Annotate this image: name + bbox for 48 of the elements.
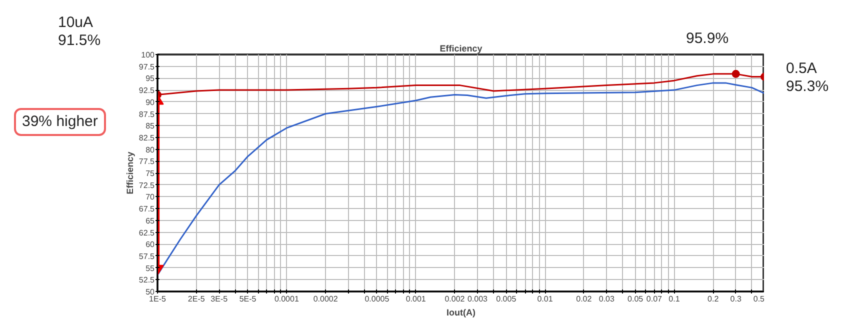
x-tick-label: 0.05 (628, 294, 644, 304)
x-tick-label: 1E-5 (149, 294, 166, 304)
y-tick-label: 87.5 (138, 110, 156, 119)
x-tick-label: 0.0002 (313, 294, 338, 304)
x-tick-label: 0.5 (753, 294, 766, 304)
text: 39% higher (14, 108, 106, 136)
y-tick-label: 90 (146, 98, 156, 107)
y-tick-label: 82.5 (138, 133, 156, 142)
text: 10uA 91.5% (58, 14, 101, 50)
x-tick-label: 0.01 (537, 294, 554, 304)
y-tick-label: 67.5 (138, 204, 156, 214)
x-tick-label: 0.0001 (274, 294, 300, 304)
y-tick-label: 97.5 (138, 62, 156, 72)
y-tick-label: 95 (146, 74, 156, 84)
y-tick-label: 80 (146, 145, 156, 154)
x-tick-label: 0.005 (496, 294, 517, 304)
y-tick-label: 70 (146, 192, 156, 202)
x-tick-label: 2E-5 (188, 294, 206, 304)
y-tick-label: 92.5 (138, 86, 156, 96)
x-tick-label: 0.1 (668, 294, 680, 304)
x-tick-label: 3E-5 (210, 294, 228, 304)
x-axis-title: Iout(A) (446, 308, 476, 318)
y-tick-label: 85 (146, 122, 156, 131)
y-tick-label: 72.5 (138, 180, 156, 190)
y-tick-label: 100 (141, 50, 156, 60)
x-tick-label: 0.3 (730, 294, 742, 304)
y-tick-label: 52.5 (138, 276, 156, 285)
y-tick-label: 60 (146, 240, 156, 250)
annotation: 0.5A 95.3% (786, 60, 829, 96)
y-tick-label: 62.5 (138, 228, 156, 238)
y-tick-label: 50 (146, 288, 156, 296)
x-tick-label: 0.02 (576, 294, 592, 304)
x-tick-label: 0.002 (444, 294, 466, 304)
y-tick-label: 65 (146, 216, 156, 226)
x-tick-label: 0.003 (467, 294, 488, 304)
y-tick-label: 57.5 (138, 252, 156, 261)
x-tick-label: 0.0005 (364, 294, 390, 304)
y-tick-label: 77.5 (138, 157, 156, 166)
chart-title: Efficiency (440, 44, 482, 54)
x-tick-label: 0.2 (708, 294, 720, 304)
y-tick-label: 55 (146, 264, 156, 273)
y-axis-title: Efficiency (124, 152, 135, 194)
x-tick-label: 0.001 (406, 294, 426, 304)
text: 95.9% (686, 30, 729, 48)
x-tick-label: 0.03 (598, 294, 615, 304)
y-tick-label: 75 (146, 169, 156, 178)
x-tick-label: 5E-5 (239, 294, 257, 304)
x-tick-label: 0.07 (646, 294, 663, 304)
